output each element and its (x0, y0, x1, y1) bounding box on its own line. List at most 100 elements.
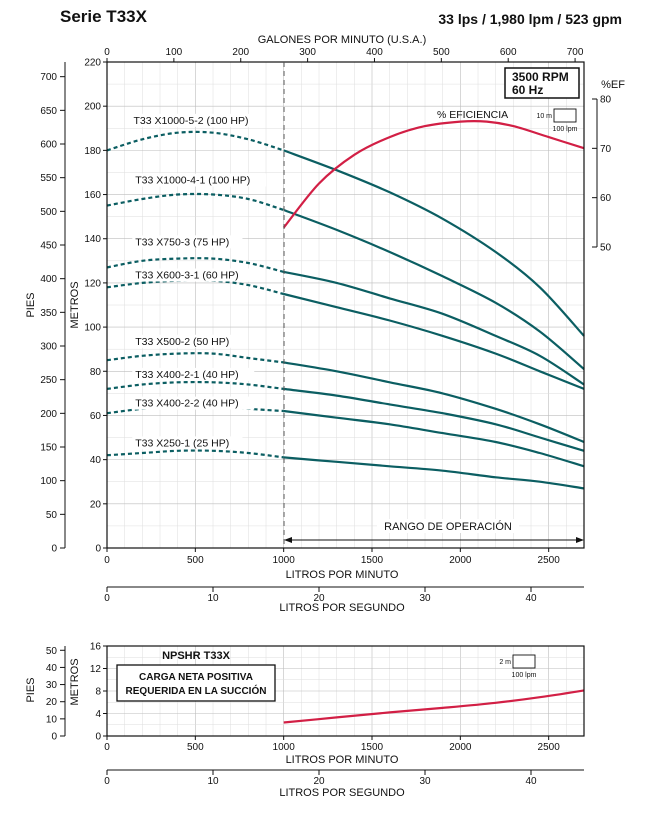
npshr-feet-tick-label: 10 (46, 714, 58, 725)
pump-curve-4 (283, 292, 585, 390)
y-tick-label: 180 (84, 146, 101, 157)
pump-curve-label-bg (132, 235, 243, 249)
y-tick-label: 120 (84, 278, 101, 289)
main-plot-frame (106, 61, 585, 549)
feet-tick-label: 550 (40, 173, 57, 184)
y-tick-label: 0 (95, 544, 101, 555)
feet-tick-label: 50 (46, 510, 58, 521)
npshr-note-box (116, 664, 276, 702)
npshr-y-tick-label: 12 (90, 664, 102, 675)
x-tick-label: 2500 (538, 555, 561, 566)
npshr-plot-frame (106, 645, 585, 737)
efficiency-tick-label: 80 (600, 95, 612, 106)
y-tick-label: 20 (90, 499, 102, 510)
pump-curve-label-bg (130, 113, 265, 127)
npshr-y-axis-label-meters: METROS (69, 658, 81, 705)
pump-curve-5 (283, 361, 585, 444)
npshr-x-axis-label-lpm: LITROS POR MINUTO (286, 754, 399, 766)
npshr-curve-1 (283, 689, 585, 724)
npshr-y-tick-label: 0 (95, 732, 101, 743)
pump-curve-6 (283, 387, 585, 452)
top-tick-label: 700 (567, 47, 584, 58)
y-tick-label: 140 (84, 234, 101, 245)
efficiency-tick-label: 70 (600, 144, 612, 155)
series-title: Serie T33X (60, 7, 148, 26)
top-tick-label: 200 (232, 47, 249, 58)
pump-curve-label-2: T33 X1000-4-1 (100 HP) (135, 175, 250, 187)
y-tick-label: 200 (84, 102, 101, 113)
npshr-feet-tick-label: 30 (46, 680, 58, 691)
main-series: T33 X1000-5-2 (100 HP) T33 X1000-4-1 (100… (106, 113, 585, 490)
scale-key-head: 10 m (536, 113, 552, 120)
pump-curve-label-5: T33 X500-2 (50 HP) (135, 336, 229, 348)
rpm-box (504, 67, 580, 99)
npshr-feet-tick-label: 40 (46, 663, 58, 674)
pump-curve-7 (283, 409, 585, 468)
top-tick-label: 0 (104, 47, 110, 58)
feet-tick-label: 400 (40, 274, 57, 285)
operating-range: RANGO DE OPERACIÓN (283, 62, 584, 548)
scale-key-flow: 100 lpm (553, 126, 578, 133)
pump-curve-3 (283, 270, 585, 386)
x-axis-label-lpm: LITROS POR MINUTO (286, 569, 399, 581)
pump-curve-label-6: T33 X400-2-1 (40 HP) (135, 369, 238, 381)
npshr-series (283, 689, 585, 724)
npshr-y-tick-label: 4 (95, 709, 101, 720)
top-axis-label: GALONES POR MINUTO (U.S.A.) (258, 34, 427, 46)
feet-tick-label: 150 (40, 443, 57, 454)
npshr-note-line2: REQUERIDA EN LA SUCCIÓN (126, 684, 267, 697)
npshr-x-axis-label-lps: LITROS POR SEGUNDO (279, 787, 405, 799)
x-tick-label: 500 (187, 555, 204, 566)
lps-tick-label: 10 (207, 593, 219, 604)
pump-curve-dashed-1 (106, 130, 285, 152)
feet-tick-label: 650 (40, 106, 57, 117)
npshr-lps-tick-label: 30 (419, 776, 431, 787)
npshr-x-tick-label: 2500 (538, 742, 561, 753)
pump-curve-label-bg (132, 396, 255, 410)
x-tick-label: 1000 (273, 555, 296, 566)
npshr-x-tick-label: 1500 (361, 742, 384, 753)
pump-curve-label-4: T33 X600-3-1 (60 HP) (135, 269, 238, 281)
npshr-lps-tick-label: 40 (525, 776, 537, 787)
npshr-lps-tick-label: 0 (104, 776, 110, 787)
feet-tick-label: 300 (40, 342, 57, 353)
operating-range-label: RANGO DE OPERACIÓN (384, 520, 512, 533)
top-tick-label: 100 (166, 47, 183, 58)
feet-tick-label: 450 (40, 241, 57, 252)
pump-curve-label-bg (132, 367, 255, 381)
npshr-x-tick-label: 2000 (449, 742, 472, 753)
feet-tick-label: 100 (40, 476, 57, 487)
y-axis-label-meters: METROS (69, 281, 81, 328)
npshr-y-axis-label-feet: PIES (25, 677, 37, 702)
top-tick-label: 400 (366, 47, 383, 58)
hz-text: 60 Hz (512, 83, 543, 97)
lps-tick-label: 20 (313, 593, 325, 604)
npshr-ticks: 0 4 8 12 16 0 500 1000 1500 2000 2500 0 10 20 30 40 0 10 2… (46, 642, 560, 788)
pump-curve-label-bg (132, 334, 243, 348)
efficiency-axis-label: %EF (601, 79, 625, 91)
y-tick-label: 100 (84, 323, 101, 334)
main-grid (106, 61, 585, 549)
x-tick-label: 1500 (361, 555, 384, 566)
pump-curve-label-7: T33 X400-2-2 (40 HP) (135, 398, 238, 410)
y-tick-label: 220 (84, 58, 101, 69)
pump-curve-2 (283, 208, 585, 370)
pump-curve-label-1: T33 X1000-5-2 (100 HP) (134, 115, 249, 127)
efficiency-curve (282, 119, 585, 229)
efficiency-label: % EFICIENCIA (437, 109, 508, 121)
scale-key-main: 10 m 100 lpm (536, 108, 578, 133)
npshr-x-tick-label: 500 (187, 742, 204, 753)
pump-curve-8 (283, 456, 585, 490)
npshr-lps-tick-label: 20 (313, 776, 325, 787)
top-tick-label: 300 (299, 47, 316, 58)
npshr-y-tick-label: 8 (95, 687, 101, 698)
y-tick-label: 60 (90, 411, 102, 422)
efficiency-tick-label: 60 (600, 193, 612, 204)
feet-tick-label: 700 (40, 72, 57, 83)
x-axis-label-lps: LITROS POR SEGUNDO (279, 602, 405, 614)
pump-curve-label-3: T33 X750-3 (75 HP) (135, 236, 229, 248)
rpm-text: 3500 RPM (512, 70, 569, 84)
efficiency-tick-label: 50 (600, 243, 612, 254)
top-tick-label: 500 (433, 47, 450, 58)
